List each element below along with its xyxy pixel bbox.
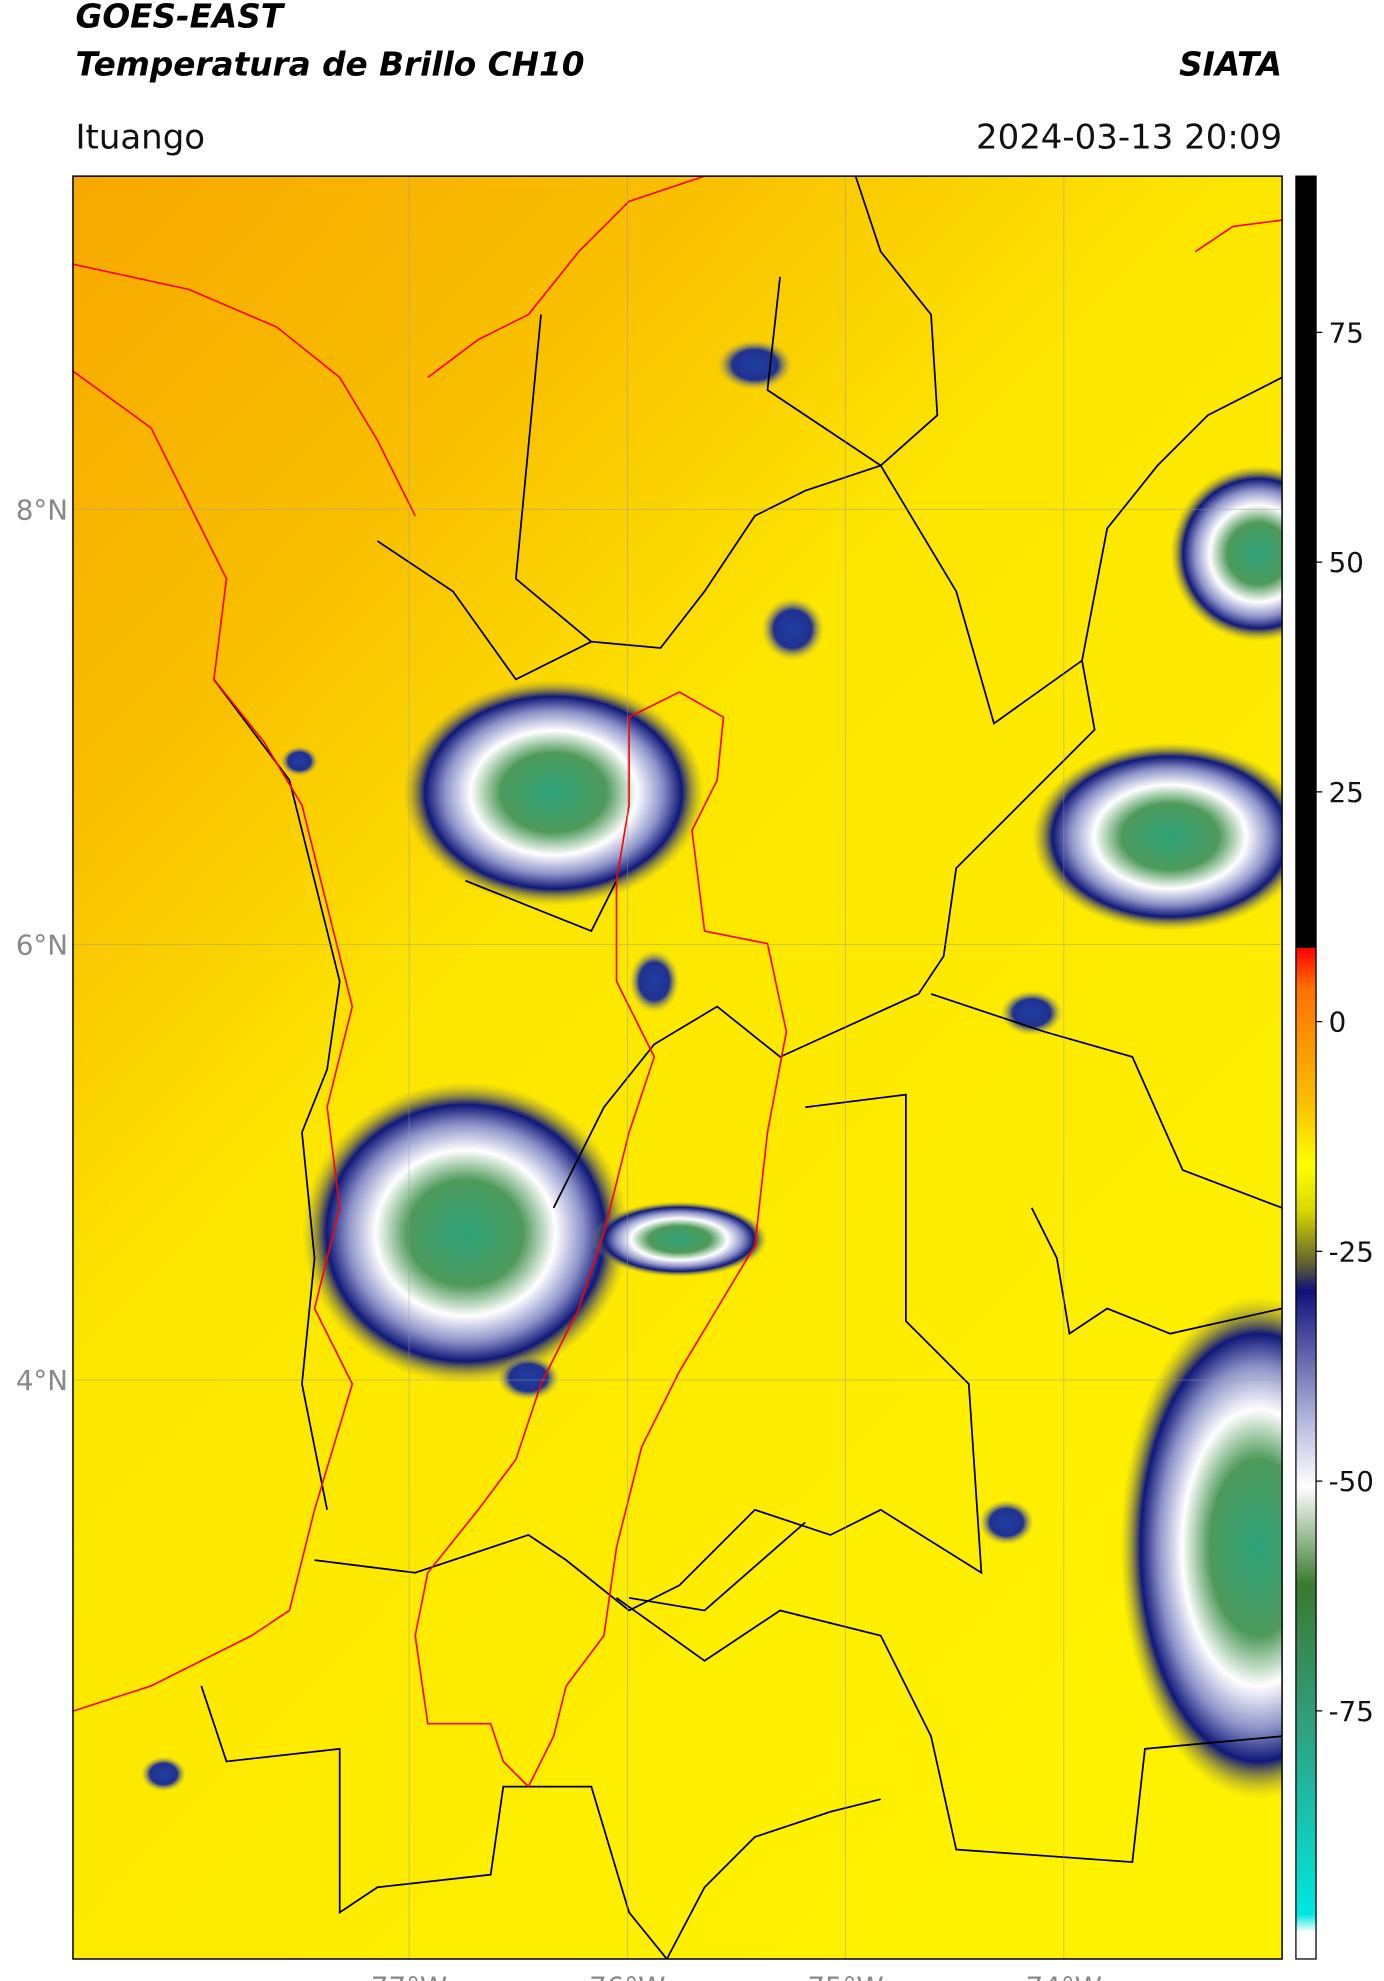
colorbar-tick-label: 25 [1329,776,1364,809]
location: Ituango [75,117,205,157]
admin-borders [200,176,1283,1959]
lon-tick-label: 76°W [589,1971,665,1981]
lat-tick-label: 8°N [16,493,68,526]
colorbar-tick-label: 75 [1329,316,1364,349]
colorbar-tick-label: 50 [1329,546,1364,579]
map-background [72,176,1283,1959]
datetime: 2024-03-13 20:09 [976,117,1282,157]
colorbar-tick-label: 0 [1329,1006,1347,1039]
colorbar-tick-label: -25 [1329,1235,1374,1268]
colorbar-tick-label: -50 [1329,1465,1374,1498]
source: SIATA [1179,45,1282,83]
lat-tick-label: 4°N [16,1364,68,1397]
title: GOES-EAST [75,0,285,36]
colorbar [1295,175,1317,1960]
subtitle: Temperatura de Brillo CH10 [75,45,584,83]
graticule [72,176,1283,1959]
coastline-borders [72,176,1283,1788]
lon-tick-label: 74°W [1026,1971,1102,1981]
clouds [140,339,1283,1800]
colorbar-tick-label: -75 [1329,1695,1374,1728]
lon-tick-label: 75°W [807,1971,883,1981]
lat-tick-label: 6°N [16,929,68,962]
map-area [72,176,1283,1959]
map-frame [72,175,1283,1960]
lon-tick-label: 77°W [371,1971,447,1981]
